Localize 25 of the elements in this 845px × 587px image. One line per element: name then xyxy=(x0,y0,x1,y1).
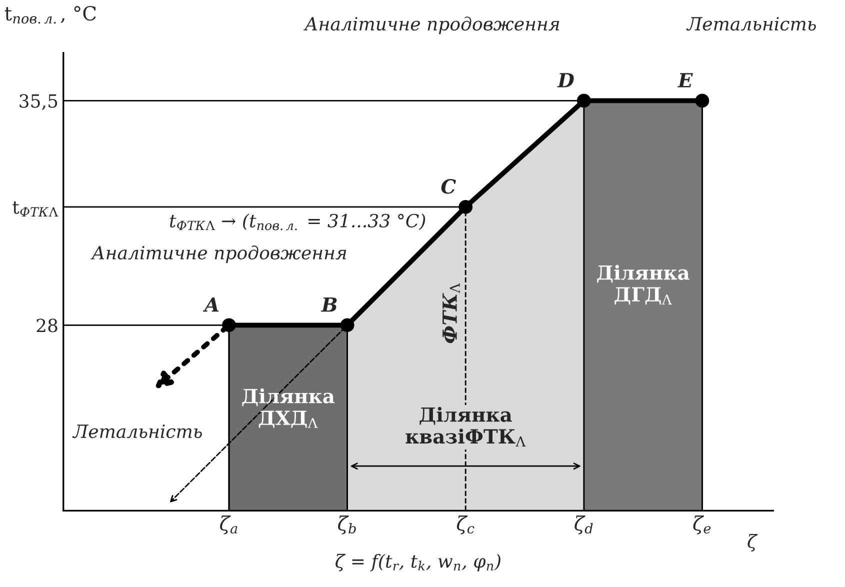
x-tick-label: ζ$_{b}$ xyxy=(338,516,356,534)
annotation: t$_{ФТКΛ}$ → (t$_{пов.л.}$ = 31...33 °C) xyxy=(170,214,426,230)
ref-line-label: ФТК$_{Λ}$ xyxy=(442,283,460,344)
x-tick-label: ζ$_{d}$ xyxy=(574,516,593,534)
x-tick-label: ζ$_{e}$ xyxy=(693,516,711,534)
x-tick-label: ζ$_{a}$ xyxy=(220,516,238,534)
x-tick-label: ζ$_{c}$ xyxy=(456,516,474,534)
text: Летальність xyxy=(686,17,816,31)
y-axis-title: t$_{пов.л.}$, °C xyxy=(4,6,96,24)
text: ζ xyxy=(748,534,758,552)
y-tick-label: 28 xyxy=(36,318,58,332)
annotation: B xyxy=(320,298,337,312)
annotation: Аналітичне продовження xyxy=(90,246,346,264)
y-tick-label: t$_{ФТКΛ}$ xyxy=(12,201,58,216)
annotation: E xyxy=(677,73,693,88)
annotation: A xyxy=(202,298,219,312)
y-tick-label: 35,5 xyxy=(20,94,58,110)
band-label: Ділянка ДХД$_{Λ}$ xyxy=(242,388,335,428)
annotation: D xyxy=(557,73,574,88)
text: Аналітичне продовження xyxy=(304,16,560,34)
annotation: Летальність xyxy=(72,424,202,438)
annotation: C xyxy=(441,179,456,194)
annotation: Ділянка квазіФТК$_{Λ}$ xyxy=(406,406,526,446)
text: ζ = f(t$_{r}$, t$_{k}$, w$_{п}$, φ$_{п}$) xyxy=(336,554,500,572)
band-label: Ділянка ДГД$_{Λ}$ xyxy=(597,264,690,304)
